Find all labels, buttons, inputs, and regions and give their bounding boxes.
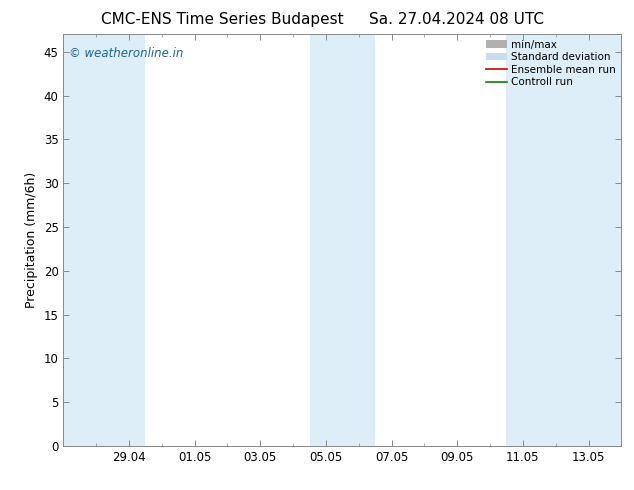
Text: Sa. 27.04.2024 08 UTC: Sa. 27.04.2024 08 UTC — [369, 12, 544, 27]
Legend: min/max, Standard deviation, Ensemble mean run, Controll run: min/max, Standard deviation, Ensemble me… — [484, 37, 618, 89]
Bar — [63, 34, 145, 446]
Y-axis label: Precipitation (mm/6h): Precipitation (mm/6h) — [25, 172, 38, 308]
Text: CMC-ENS Time Series Budapest: CMC-ENS Time Series Budapest — [101, 12, 343, 27]
Text: © weatheronline.in: © weatheronline.in — [69, 47, 183, 60]
Bar — [507, 34, 621, 446]
Bar — [309, 34, 375, 446]
